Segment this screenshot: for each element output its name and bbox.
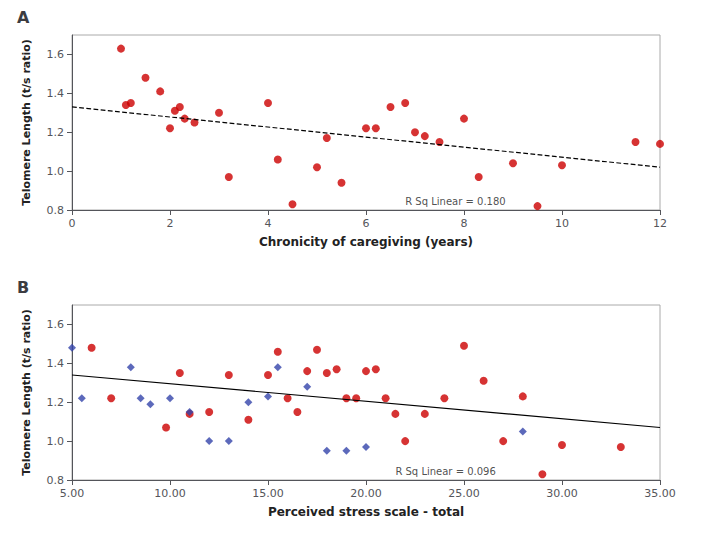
svg-text:8: 8 — [461, 217, 468, 230]
svg-text:4: 4 — [265, 217, 272, 230]
svg-text:10: 10 — [555, 217, 569, 230]
svg-text:Telomere Length (t/s ratio): Telomere Length (t/s ratio) — [20, 309, 33, 476]
svg-text:10.00: 10.00 — [154, 487, 186, 500]
svg-text:30.00: 30.00 — [546, 487, 578, 500]
svg-text:R Sq Linear = 0.180: R Sq Linear = 0.180 — [405, 196, 505, 207]
svg-text:20.00: 20.00 — [350, 487, 382, 500]
svg-text:R Sq Linear = 0.096: R Sq Linear = 0.096 — [395, 466, 495, 477]
svg-text:1.0: 1.0 — [47, 165, 65, 178]
svg-text:12: 12 — [653, 217, 667, 230]
svg-text:1.4: 1.4 — [47, 357, 65, 370]
svg-text:1.2: 1.2 — [47, 396, 65, 409]
svg-text:15.00: 15.00 — [252, 487, 284, 500]
svg-text:1.2: 1.2 — [47, 126, 65, 139]
svg-text:1.6: 1.6 — [47, 48, 65, 61]
svg-text:0.8: 0.8 — [47, 204, 65, 217]
svg-text:5.00: 5.00 — [60, 487, 85, 500]
svg-text:0: 0 — [69, 217, 76, 230]
svg-text:0.8: 0.8 — [47, 474, 65, 487]
svg-text:1.0: 1.0 — [47, 435, 65, 448]
svg-text:25.00: 25.00 — [448, 487, 480, 500]
svg-text:A: A — [17, 8, 30, 27]
svg-text:Telomere Length (t/s ratio): Telomere Length (t/s ratio) — [20, 39, 33, 206]
svg-text:Chronicity of caregiving (year: Chronicity of caregiving (years) — [259, 235, 473, 249]
svg-text:6: 6 — [363, 217, 370, 230]
svg-text:1.4: 1.4 — [47, 87, 65, 100]
svg-text:B: B — [17, 278, 29, 297]
svg-text:2: 2 — [167, 217, 174, 230]
svg-text:35.00: 35.00 — [644, 487, 676, 500]
svg-text:1.6: 1.6 — [47, 318, 65, 331]
svg-text:Perceived stress scale - total: Perceived stress scale - total — [268, 505, 464, 519]
